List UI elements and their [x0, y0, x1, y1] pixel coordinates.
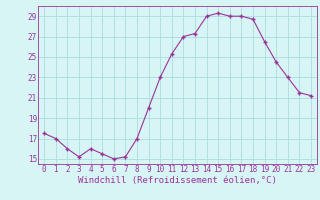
- X-axis label: Windchill (Refroidissement éolien,°C): Windchill (Refroidissement éolien,°C): [78, 176, 277, 185]
